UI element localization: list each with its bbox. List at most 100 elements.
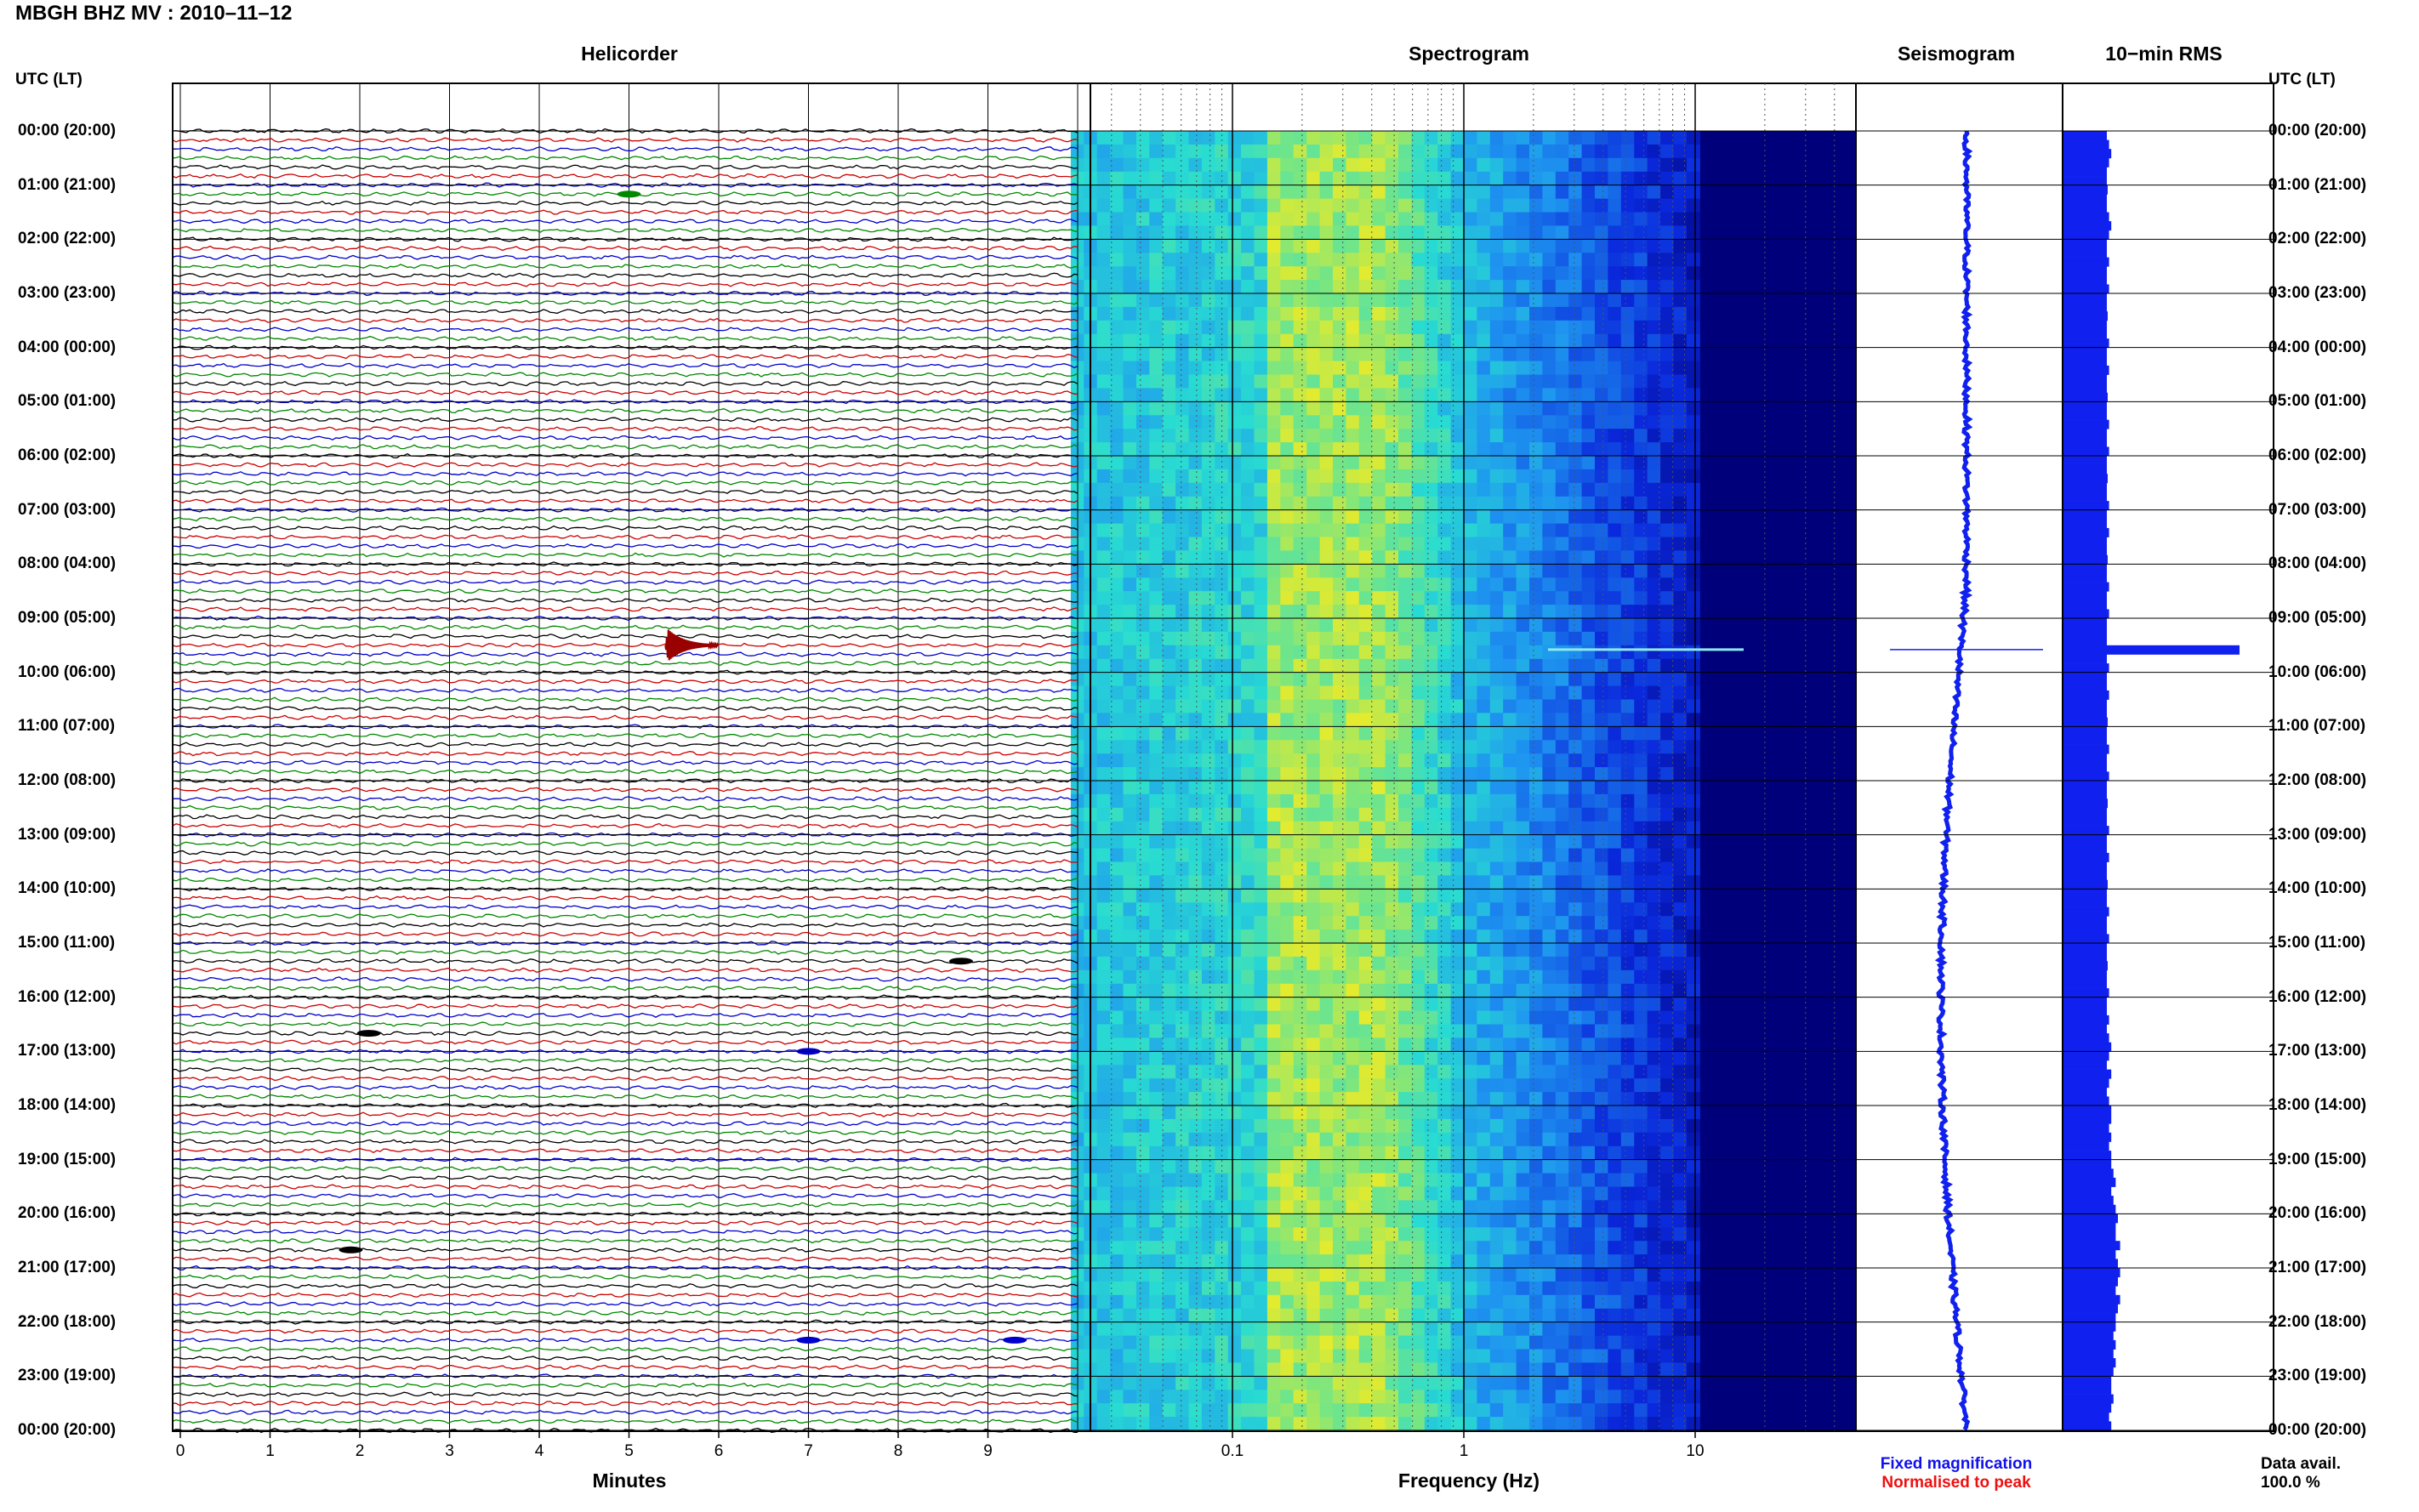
spectrogram-cell — [1477, 848, 1491, 863]
spectrogram-cell — [1266, 1214, 1281, 1228]
spectrogram-cell — [1660, 1065, 1675, 1079]
spectrogram-cell — [1529, 537, 1543, 551]
spectrogram-cell — [1280, 320, 1295, 335]
helicorder-trace — [172, 1193, 1079, 1199]
rms-bar — [2063, 509, 2107, 520]
spectrogram-cell — [1634, 618, 1648, 633]
spectrogram-cell — [1673, 753, 1688, 768]
spectrogram-cell — [1634, 929, 1648, 944]
spectrogram-cell — [1398, 1281, 1412, 1296]
spectrogram-cell — [1346, 781, 1360, 795]
spectrogram-cell — [1385, 672, 1399, 687]
spectrogram-cell — [1686, 1376, 1700, 1390]
spectrogram-cell — [1568, 306, 1583, 321]
spectrogram-cell — [1660, 1051, 1675, 1066]
spectrogram-cell — [1358, 280, 1373, 294]
spectrogram-cell — [1149, 429, 1164, 443]
spectrogram-cell — [1595, 699, 1608, 713]
spectrogram-cell — [1634, 1200, 1648, 1214]
spectrogram-cell — [1529, 943, 1543, 958]
spectrogram-cell — [1568, 144, 1583, 159]
spectrogram-cell — [1110, 1268, 1124, 1282]
helicorder-trace — [172, 787, 1079, 793]
spectrogram-cell — [1686, 658, 1700, 674]
spectrogram-cell — [1110, 415, 1124, 429]
spectrogram-cell — [1424, 861, 1438, 876]
spectrogram-cell — [1319, 1200, 1334, 1214]
spectrogram-cell — [1450, 1227, 1465, 1242]
spectrogram-cell — [1293, 713, 1307, 727]
spectrogram-cell — [1595, 496, 1608, 511]
spectrogram-cell — [1673, 1010, 1688, 1026]
spectrogram-cell — [1333, 807, 1346, 822]
spectrogram-cell — [1424, 469, 1438, 484]
spectrogram-cell — [1136, 429, 1150, 443]
spectrogram-cell — [1608, 1390, 1622, 1404]
spectrogram-cell — [1201, 1078, 1215, 1093]
spectrogram-cell — [1149, 320, 1164, 335]
spectrogram-cell — [1358, 144, 1373, 159]
spectrogram-cell — [1647, 333, 1661, 349]
spectrogram-cell — [1319, 361, 1334, 376]
spectrogram-cell — [1647, 1092, 1661, 1106]
spectrogram-cell — [1306, 983, 1321, 998]
spectrogram-cell — [1595, 1024, 1608, 1038]
spectrogram-cell — [1529, 1254, 1543, 1269]
spectrogram-cell — [1620, 1186, 1635, 1201]
left-hour-label: 01:00 (21:00) — [18, 175, 117, 194]
rms-bar — [2063, 897, 2107, 907]
spectrogram-cell — [1227, 1065, 1242, 1079]
spectrogram-cell — [1123, 1376, 1137, 1390]
spectrogram-cell — [1620, 1010, 1635, 1026]
spectrogram-cell — [1136, 969, 1150, 985]
spectrogram-cell — [1188, 875, 1203, 890]
spectrogram-cell — [1241, 605, 1255, 619]
spectrogram-cell — [1437, 1145, 1452, 1161]
spectrogram-cell — [1477, 185, 1491, 200]
spectrogram-cell — [1450, 713, 1465, 727]
spectrogram-cell — [1149, 983, 1164, 998]
rms-bar — [2063, 401, 2107, 412]
spectrogram-cell — [1450, 1308, 1465, 1323]
spectrogram-cell — [1529, 916, 1543, 930]
spectrogram-cell — [1673, 253, 1688, 267]
spectrogram-cell — [1620, 713, 1635, 727]
spectrogram-cell — [1581, 1106, 1596, 1120]
spectrogram-cell — [1385, 1173, 1399, 1188]
spectrogram-cell — [1516, 225, 1530, 240]
spectrogram-cell — [1489, 306, 1504, 321]
spectrogram-cell — [1227, 713, 1242, 727]
spectrogram-cell — [1136, 1186, 1150, 1201]
spectrogram-cell — [1450, 645, 1465, 660]
spectrogram-cell — [1096, 347, 1111, 362]
spectrogram-cell — [1136, 482, 1150, 497]
spectrogram-cell — [1424, 429, 1438, 443]
spectrogram-cell — [1660, 713, 1675, 727]
spectrogram-cell — [1595, 523, 1608, 538]
spectrogram-cell — [1489, 1051, 1504, 1066]
spectrogram-cell — [1464, 672, 1477, 687]
spectrogram-cell — [1358, 1186, 1373, 1201]
spectrogram-cell — [1162, 1037, 1176, 1052]
right-hour-label: 17:00 (13:00) — [2268, 1042, 2367, 1060]
spectrogram-cell — [1503, 306, 1517, 321]
spectrogram-cell — [1358, 347, 1373, 362]
spectrogram-cell — [1686, 969, 1700, 985]
spectrogram-cell — [1162, 916, 1176, 930]
spectrogram-cell — [1437, 618, 1452, 633]
spectrogram-cell — [1450, 1349, 1465, 1363]
spectrogram-cell — [1608, 902, 1622, 917]
spectrogram-cell — [1647, 969, 1661, 985]
spectrogram-cell — [1319, 1051, 1334, 1066]
spectrogram-cell — [1280, 631, 1295, 646]
spectrogram-cell — [1424, 699, 1438, 713]
spectrogram-cell — [1333, 537, 1346, 551]
spectrogram-cell — [1477, 740, 1491, 754]
spectrogram-cell — [1110, 469, 1124, 484]
spectrogram-cell — [1581, 198, 1596, 213]
spectrogram-cell — [1358, 983, 1373, 998]
spectrogram-cell — [1477, 523, 1491, 538]
spectrogram-cell — [1280, 198, 1295, 213]
spectrogram-cell — [1647, 239, 1661, 253]
spectrogram-cell — [1162, 523, 1176, 538]
